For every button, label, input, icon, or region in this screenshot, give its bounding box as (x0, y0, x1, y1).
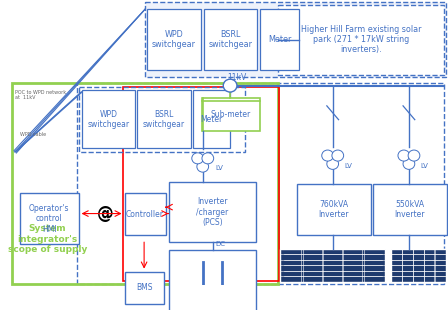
Bar (20, 193, 79, 244)
Bar (12, 83, 278, 284)
Text: WPD
switchgear: WPD switchgear (152, 30, 196, 49)
Text: Controller: Controller (126, 210, 164, 219)
Text: LV: LV (345, 163, 352, 170)
Bar (373, 184, 447, 235)
Bar (284, 249, 382, 282)
Bar (260, 9, 299, 70)
Text: POC to WPD network
at  11kV: POC to WPD network at 11kV (15, 90, 66, 100)
Text: 760kVA
Inverter: 760kVA Inverter (319, 200, 349, 219)
Text: BMS: BMS (136, 283, 152, 292)
Text: BSRL
switchgear: BSRL switchgear (209, 30, 253, 49)
Bar (168, 182, 256, 242)
Bar (125, 272, 164, 304)
Bar (193, 90, 230, 148)
Text: Higher Hill Farm existing solar
park (271 * 17kW string
inverters).: Higher Hill Farm existing solar park (27… (301, 25, 421, 55)
Bar (391, 249, 446, 282)
Bar (202, 99, 260, 131)
Circle shape (202, 153, 214, 164)
Text: Sub-meter: Sub-meter (211, 110, 251, 119)
Bar (297, 184, 371, 235)
Bar (391, 249, 445, 282)
Bar (280, 249, 385, 282)
Bar (79, 87, 245, 152)
Text: LV: LV (421, 163, 429, 170)
Circle shape (408, 150, 420, 161)
Bar (82, 90, 135, 148)
Text: System
integrator's
scope of supply: System integrator's scope of supply (8, 224, 87, 254)
Text: WPD
switchgear: WPD switchgear (87, 109, 129, 129)
Bar (77, 83, 444, 284)
Text: 11kV: 11kV (227, 73, 246, 82)
Circle shape (192, 153, 203, 164)
Bar (137, 90, 191, 148)
Circle shape (398, 150, 410, 161)
Text: 550kVA
Inverter: 550kVA Inverter (395, 200, 425, 219)
Circle shape (332, 150, 344, 161)
Text: DC: DC (215, 241, 225, 247)
Bar (168, 250, 256, 310)
Bar (278, 5, 444, 75)
Circle shape (223, 79, 237, 92)
Circle shape (197, 161, 209, 172)
Circle shape (322, 150, 333, 161)
Bar (145, 2, 446, 77)
Text: BSRL
switchgear: BSRL switchgear (143, 109, 185, 129)
Bar (125, 193, 166, 235)
Text: LV: LV (215, 165, 223, 171)
Text: @: @ (97, 205, 113, 223)
Text: Meter: Meter (268, 35, 292, 44)
Text: Inverter
/charger
(PCS): Inverter /charger (PCS) (196, 197, 228, 227)
Text: Meter: Meter (200, 115, 223, 124)
Circle shape (327, 158, 339, 169)
Bar (147, 9, 201, 70)
Circle shape (403, 158, 415, 169)
Bar (123, 87, 279, 281)
Bar (204, 9, 258, 70)
Text: Operator's
control
HMI: Operator's control HMI (29, 204, 69, 233)
Text: WPD cable: WPD cable (20, 132, 46, 137)
